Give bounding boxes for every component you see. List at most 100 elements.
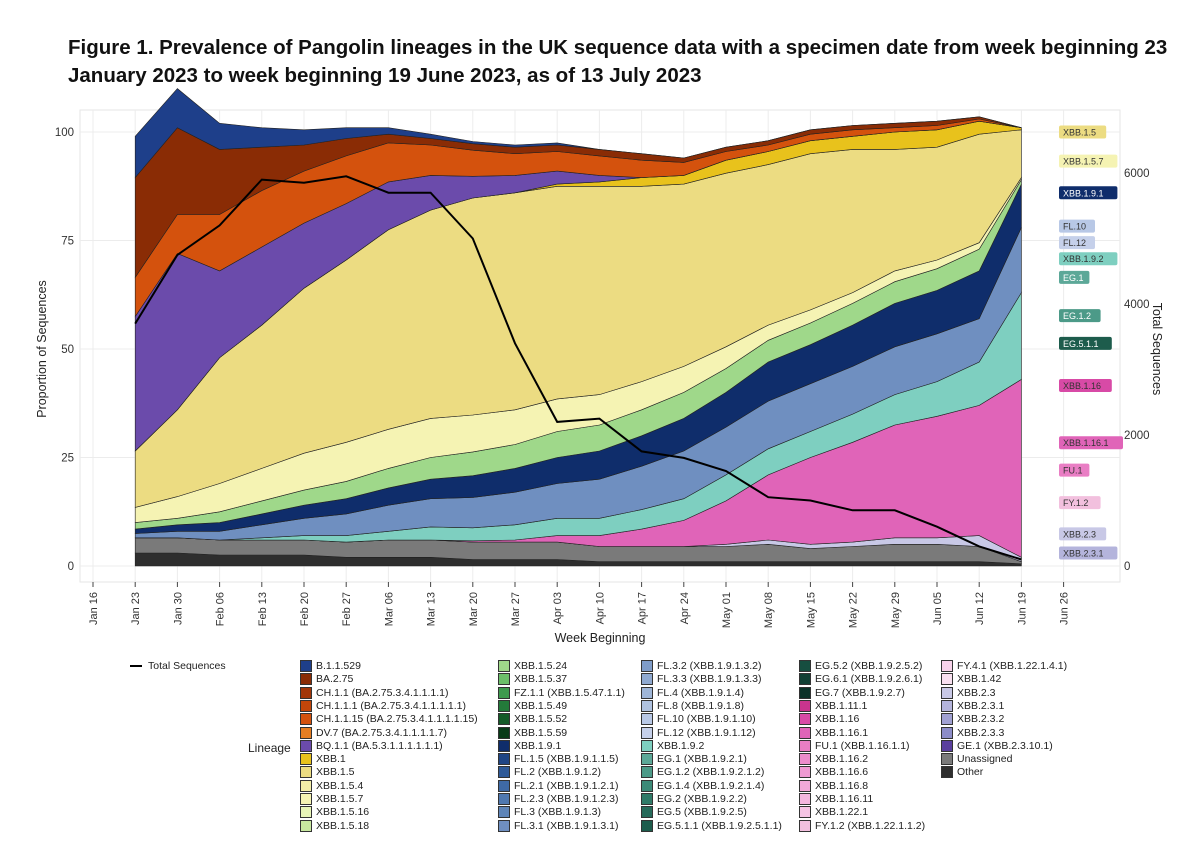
legend-swatch bbox=[799, 686, 811, 699]
legend-swatch bbox=[300, 739, 312, 752]
series-end-label-text: XBB.1.5.7 bbox=[1063, 157, 1104, 167]
legend-swatch bbox=[941, 660, 953, 672]
legend-swatch bbox=[300, 753, 312, 766]
legend-item: XBB.2.3 bbox=[941, 686, 996, 700]
series-end-label-bg bbox=[1059, 252, 1118, 266]
legend-item: XBB.1.5.7 bbox=[300, 793, 363, 806]
legend-label: EG.5.2 (XBB.1.9.2.5.2) bbox=[815, 660, 923, 672]
legend-label: XBB.2.3 bbox=[957, 686, 996, 699]
y2-tick-label: 4000 bbox=[1124, 299, 1150, 311]
legend-swatch bbox=[300, 819, 312, 832]
legend-swatch bbox=[300, 660, 312, 672]
series-end-label-bg bbox=[1059, 436, 1123, 450]
series-end-label-bg bbox=[1059, 270, 1090, 284]
x-tick-label: Mar 20 bbox=[468, 592, 480, 626]
legend-item: XBB.1.42 bbox=[941, 673, 1001, 686]
series-end-label-bg bbox=[1059, 236, 1095, 250]
series-end-label-text: EG.5.1.1 bbox=[1063, 339, 1099, 349]
legend-line-label: Total Sequences bbox=[148, 660, 226, 672]
series-end-label-text: XBB.2.3 bbox=[1063, 529, 1096, 539]
series-end-label: FL.10 bbox=[1059, 219, 1095, 233]
series-end-label: XBB.1.5 bbox=[1059, 125, 1107, 139]
legend-swatch bbox=[641, 686, 653, 699]
legend-label: XBB.1.16 bbox=[815, 713, 860, 726]
legend-label: FL.2.1 (XBB.1.9.1.2.1) bbox=[514, 779, 619, 792]
x-tick-label: Jun 12 bbox=[974, 592, 986, 625]
legend-label: FL.4 (XBB.1.9.1.4) bbox=[657, 686, 744, 699]
legend-swatch bbox=[641, 726, 653, 739]
legend-swatch bbox=[300, 686, 312, 699]
legend-label: EG.1 (XBB.1.9.2.1) bbox=[657, 753, 747, 766]
legend-swatch bbox=[498, 753, 510, 766]
legend-label: FL.1.5 (XBB.1.9.1.1.5) bbox=[514, 753, 619, 766]
legend-swatch bbox=[641, 713, 653, 726]
series-end-label-bg bbox=[1059, 496, 1101, 510]
legend-label: FY.1.2 (XBB.1.22.1.1.2) bbox=[815, 819, 926, 832]
legend-swatch bbox=[300, 779, 312, 792]
legend-label: XBB.1.5.52 bbox=[514, 713, 568, 726]
y2-tick-label: 6000 bbox=[1124, 168, 1150, 180]
legend-swatch bbox=[498, 699, 510, 712]
legend-item: B.1.1.529 bbox=[300, 660, 361, 673]
series-end-label-text: XBB.1.5 bbox=[1063, 128, 1096, 138]
legend-swatch bbox=[498, 739, 510, 752]
series-end-label: XBB.1.9.1 bbox=[1059, 186, 1118, 200]
legend-item: FY.4.1 (XBB.1.22.1.4.1) bbox=[941, 660, 1067, 673]
legend-swatch bbox=[941, 699, 953, 712]
legend-label: XBB.1.16.2 bbox=[815, 753, 869, 766]
legend-label: FL.2 (XBB.1.9.1.2) bbox=[514, 766, 601, 779]
legend-swatch bbox=[498, 686, 510, 699]
series-end-label-text: EG.1.2 bbox=[1063, 311, 1091, 321]
legend-item: XBB.1.9.1 bbox=[498, 739, 561, 753]
legend-swatch bbox=[799, 806, 811, 819]
legend-swatch bbox=[300, 766, 312, 779]
legend-swatch bbox=[799, 726, 811, 739]
legend-item: XBB.1.5.4 bbox=[300, 779, 363, 793]
legend-swatch bbox=[300, 793, 312, 805]
legend-label: XBB.1.5 bbox=[316, 766, 355, 779]
legend-item: EG.1.4 (XBB.1.9.2.1.4) bbox=[641, 779, 764, 793]
legend-item: FL.3.1 (XBB.1.9.1.3.1) bbox=[498, 819, 619, 833]
legend-label: XBB.2.3.3 bbox=[957, 726, 1005, 739]
legend-swatch bbox=[641, 739, 653, 752]
series-end-label: XBB.2.3 bbox=[1059, 527, 1107, 541]
legend-item: XBB.1.5.52 bbox=[498, 713, 567, 726]
legend-label: XBB.1.16.6 bbox=[815, 766, 869, 779]
legend-swatch bbox=[641, 660, 653, 672]
legend-label: FY.4.1 (XBB.1.22.1.4.1) bbox=[957, 660, 1068, 672]
legend-label: XBB.1.5.7 bbox=[316, 793, 364, 805]
legend-label: FL.3.1 (XBB.1.9.1.3.1) bbox=[514, 819, 619, 832]
legend-item: GE.1 (XBB.2.3.10.1) bbox=[941, 739, 1053, 753]
legend-label: XBB.2.3.1 bbox=[957, 699, 1005, 712]
legend-label: EG.7 (XBB.1.9.2.7) bbox=[815, 686, 905, 699]
legend-label: EG.6.1 (XBB.1.9.2.6.1) bbox=[815, 673, 923, 686]
x-tick-label: Feb 06 bbox=[215, 592, 227, 626]
legend-swatch bbox=[498, 673, 510, 686]
legend-label: XBB.1.5.16 bbox=[316, 806, 370, 819]
legend-label: XBB.1.42 bbox=[957, 673, 1002, 686]
series-end-label-text: EG.1 bbox=[1063, 273, 1084, 283]
legend-item: Other bbox=[941, 766, 983, 779]
series-end-label-text: XBB.1.16 bbox=[1063, 381, 1101, 391]
x-tick-label: Jun 05 bbox=[932, 592, 944, 625]
legend-item: FL.10 (XBB.1.9.1.10) bbox=[641, 713, 756, 726]
series-end-label: XBB.1.16.1 bbox=[1059, 436, 1123, 450]
x-tick-label: Apr 17 bbox=[637, 592, 649, 624]
x-tick-label: Jan 30 bbox=[172, 592, 184, 625]
legend-label: EG.1.2 (XBB.1.9.2.1.2) bbox=[657, 766, 765, 779]
legend-label: CH.1.1 (BA.2.75.3.4.1.1.1.1) bbox=[316, 686, 449, 699]
series-end-label-bg bbox=[1059, 219, 1095, 233]
legend-item: XBB.2.3.2 bbox=[941, 713, 1004, 726]
legend-item: XBB.1.5.24 bbox=[498, 660, 567, 673]
legend-label: XBB.1.5.24 bbox=[514, 660, 568, 672]
x-tick-label: Jan 23 bbox=[130, 592, 142, 625]
legend-item: EG.1 (XBB.1.9.2.1) bbox=[641, 753, 747, 766]
legend-item: XBB.1.22.1 bbox=[799, 806, 868, 819]
chart-title: Figure 1. Prevalence of Pangolin lineage… bbox=[68, 36, 1168, 87]
legend-item: EG.6.1 (XBB.1.9.2.6.1) bbox=[799, 673, 922, 686]
series-end-label: FU.1 bbox=[1059, 463, 1090, 477]
legend-item: FL.1.5 (XBB.1.9.1.1.5) bbox=[498, 753, 618, 766]
legend-swatch bbox=[300, 699, 312, 712]
series-end-label: EG.5.1.1 bbox=[1059, 336, 1112, 350]
